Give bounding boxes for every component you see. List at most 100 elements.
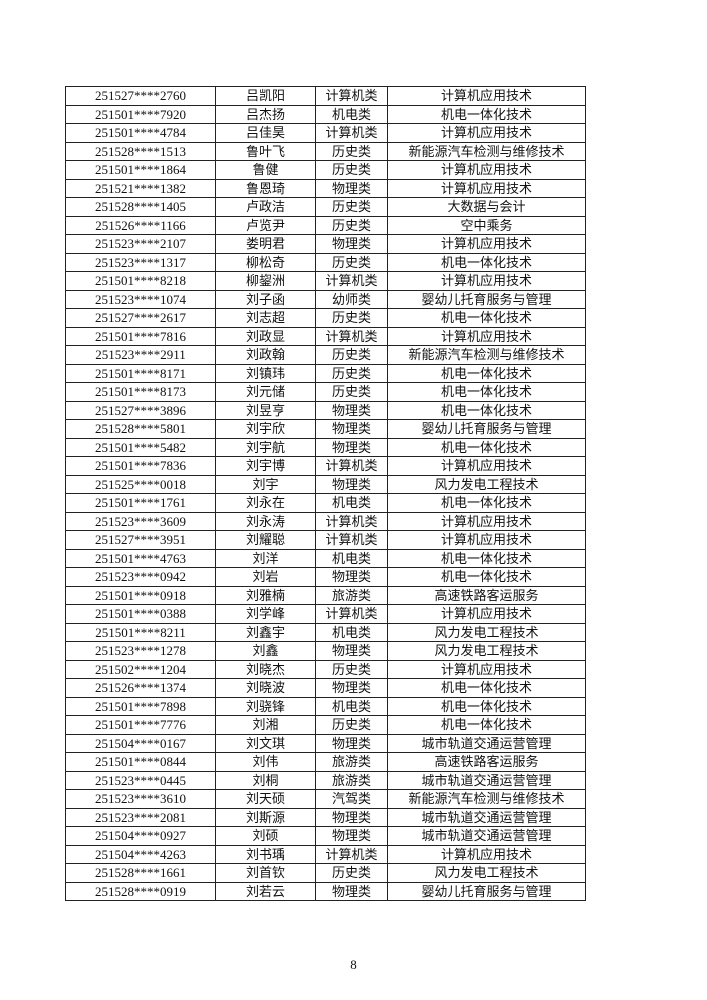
table-row: 251502****1204 刘晓杰 历史类 计算机应用技术 [65,659,586,679]
major-cell: 计算机应用技术 [387,659,586,679]
name-cell: 刘宇 [215,474,316,494]
name-cell: 刘首钦 [215,863,316,883]
table-row: 251501****4784 吕佳昊 计算机类 计算机应用技术 [65,123,586,143]
category-cell: 物理类 [315,400,388,420]
id-cell: 251501****7776 [65,715,216,735]
name-cell: 刘斯源 [215,807,316,827]
table-row: 251501****0388 刘学峰 计算机类 计算机应用技术 [65,604,586,624]
category-cell: 汽驾类 [315,789,388,809]
major-cell: 新能源汽车检测与维修技术 [387,141,586,161]
table-row: 251523****3610 刘天硕 汽驾类 新能源汽车检测与维修技术 [65,789,586,809]
major-cell: 大数据与会计 [387,197,586,217]
major-cell: 风力发电工程技术 [387,622,586,642]
category-cell: 机电类 [315,548,388,568]
name-cell: 刘宇航 [215,437,316,457]
category-cell: 历史类 [315,197,388,217]
id-cell: 251527****2617 [65,308,216,328]
id-cell: 251528****5801 [65,419,216,439]
name-cell: 娄明君 [215,234,316,254]
category-cell: 物理类 [315,437,388,457]
major-cell: 城市轨道交通运营管理 [387,770,586,790]
student-table: 251527****2760 吕凯阳 计算机类 计算机应用技术 251501****79… [65,86,586,901]
category-cell: 历史类 [315,141,388,161]
major-cell: 计算机应用技术 [387,456,586,476]
name-cell: 刘洋 [215,548,316,568]
id-cell: 251501****0844 [65,752,216,772]
id-cell: 251523****1278 [65,641,216,661]
name-cell: 刘政翰 [215,345,316,365]
category-cell: 历史类 [315,863,388,883]
id-cell: 251523****3610 [65,789,216,809]
name-cell: 柳松奇 [215,252,316,272]
table-row: 251501****1761 刘永在 机电类 机电一体化技术 [65,493,586,513]
id-cell: 251523****3609 [65,511,216,531]
name-cell: 刘鑫 [215,641,316,661]
category-cell: 历史类 [315,160,388,180]
table-row: 251521****1382 鲁恩琦 物理类 计算机应用技术 [65,178,586,198]
major-cell: 计算机应用技术 [387,271,586,291]
id-cell: 251501****1761 [65,493,216,513]
major-cell: 高速铁路客运服务 [387,585,586,605]
major-cell: 机电一体化技术 [387,363,586,383]
name-cell: 刘伟 [215,752,316,772]
id-cell: 251523****1317 [65,252,216,272]
id-cell: 251501****7898 [65,696,216,716]
major-cell: 城市轨道交通运营管理 [387,733,586,753]
name-cell: 刘晓波 [215,678,316,698]
id-cell: 251501****7836 [65,456,216,476]
table-row: 251523****1278 刘鑫 物理类 风力发电工程技术 [65,641,586,661]
category-cell: 物理类 [315,178,388,198]
category-cell: 物理类 [315,641,388,661]
category-cell: 机电类 [315,493,388,513]
id-cell: 251521****1382 [65,178,216,198]
table-row: 251523****3609 刘永涛 计算机类 计算机应用技术 [65,511,586,531]
table-row: 251523****2081 刘斯源 物理类 城市轨道交通运营管理 [65,807,586,827]
major-cell: 机电一体化技术 [387,493,586,513]
id-cell: 251526****1374 [65,678,216,698]
category-cell: 物理类 [315,678,388,698]
name-cell: 刘宇欣 [215,419,316,439]
name-cell: 吕凯阳 [215,86,316,106]
name-cell: 卢览尹 [215,215,316,235]
table-row: 251528****5801 刘宇欣 物理类 婴幼儿托育服务与管理 [65,419,586,439]
table-row: 251527****2617 刘志超 历史类 机电一体化技术 [65,308,586,328]
name-cell: 刘镇玮 [215,363,316,383]
major-cell: 机电一体化技术 [387,548,586,568]
name-cell: 刘宇博 [215,456,316,476]
id-cell: 251501****8171 [65,363,216,383]
major-cell: 风力发电工程技术 [387,474,586,494]
category-cell: 计算机类 [315,511,388,531]
table-row: 251527****3896 刘昱亨 物理类 机电一体化技术 [65,400,586,420]
major-cell: 机电一体化技术 [387,400,586,420]
name-cell: 鲁健 [215,160,316,180]
category-cell: 物理类 [315,419,388,439]
major-cell: 计算机应用技术 [387,160,586,180]
id-cell: 251504****4263 [65,844,216,864]
major-cell: 计算机应用技术 [387,326,586,346]
id-cell: 251504****0927 [65,826,216,846]
table-row: 251528****1405 卢政洁 历史类 大数据与会计 [65,197,586,217]
major-cell: 新能源汽车检测与维修技术 [387,789,586,809]
name-cell: 刘鑫宇 [215,622,316,642]
table-row: 251526****1374 刘晓波 物理类 机电一体化技术 [65,678,586,698]
student-table-body: 251527****2760 吕凯阳 计算机类 计算机应用技术 251501****79… [65,86,586,901]
major-cell: 机电一体化技术 [387,437,586,457]
category-cell: 历史类 [315,363,388,383]
category-cell: 计算机类 [315,123,388,143]
major-cell: 婴幼儿托育服务与管理 [387,419,586,439]
category-cell: 机电类 [315,104,388,124]
major-cell: 计算机应用技术 [387,234,586,254]
major-cell: 计算机应用技术 [387,604,586,624]
id-cell: 251501****8211 [65,622,216,642]
table-row: 251523****2911 刘政翰 历史类 新能源汽车检测与维修技术 [65,345,586,365]
table-row: 251501****7836 刘宇博 计算机类 计算机应用技术 [65,456,586,476]
category-cell: 历史类 [315,215,388,235]
id-cell: 251528****1405 [65,197,216,217]
major-cell: 计算机应用技术 [387,86,586,106]
id-cell: 251501****1864 [65,160,216,180]
category-cell: 机电类 [315,622,388,642]
category-cell: 历史类 [315,252,388,272]
category-cell: 物理类 [315,234,388,254]
major-cell: 机电一体化技术 [387,382,586,402]
name-cell: 刘若云 [215,881,316,901]
